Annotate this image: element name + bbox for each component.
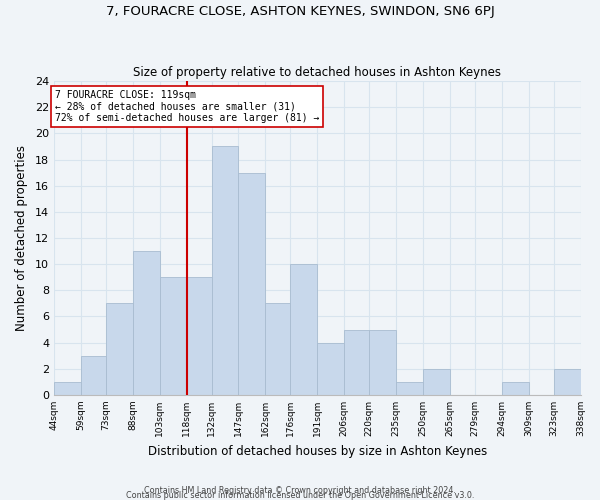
Bar	[54, 382, 81, 395]
Bar	[238, 172, 265, 395]
X-axis label: Distribution of detached houses by size in Ashton Keynes: Distribution of detached houses by size …	[148, 444, 487, 458]
Text: 7 FOURACRE CLOSE: 119sqm
← 28% of detached houses are smaller (31)
72% of semi-d: 7 FOURACRE CLOSE: 119sqm ← 28% of detach…	[55, 90, 319, 124]
Bar	[81, 356, 106, 395]
Y-axis label: Number of detached properties: Number of detached properties	[15, 145, 28, 331]
Bar	[265, 304, 290, 395]
Bar	[212, 146, 238, 395]
Bar	[344, 330, 369, 395]
Bar	[317, 342, 344, 395]
Bar	[396, 382, 423, 395]
Bar	[554, 369, 581, 395]
Bar	[423, 369, 450, 395]
Bar	[133, 251, 160, 395]
Bar	[160, 277, 187, 395]
Title: Size of property relative to detached houses in Ashton Keynes: Size of property relative to detached ho…	[133, 66, 501, 78]
Bar	[290, 264, 317, 395]
Text: Contains public sector information licensed under the Open Government Licence v3: Contains public sector information licen…	[126, 491, 474, 500]
Bar	[502, 382, 529, 395]
Bar	[369, 330, 396, 395]
Text: Contains HM Land Registry data © Crown copyright and database right 2024.: Contains HM Land Registry data © Crown c…	[144, 486, 456, 495]
Bar	[106, 304, 133, 395]
Bar	[187, 277, 212, 395]
Text: 7, FOURACRE CLOSE, ASHTON KEYNES, SWINDON, SN6 6PJ: 7, FOURACRE CLOSE, ASHTON KEYNES, SWINDO…	[106, 5, 494, 18]
